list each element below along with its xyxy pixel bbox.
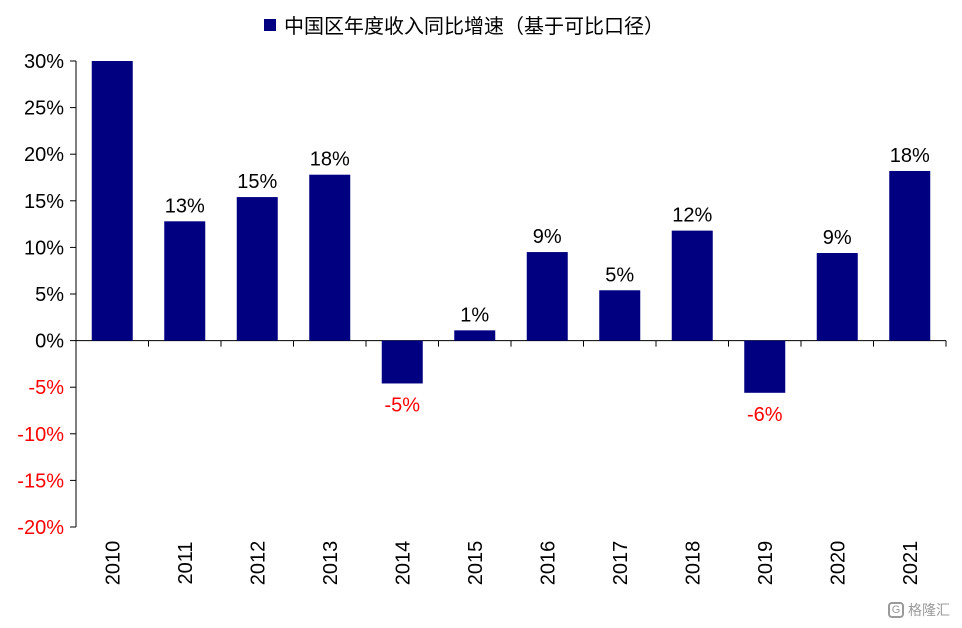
x-tick-label: 2010 bbox=[102, 541, 124, 586]
bar-2021 bbox=[889, 170, 931, 341]
bar-2015 bbox=[454, 330, 496, 341]
watermark: G 格隆汇 bbox=[888, 600, 950, 620]
y-tick-label: 0% bbox=[35, 331, 64, 353]
bar-2013 bbox=[309, 174, 351, 341]
y-tick-label: 20% bbox=[24, 144, 64, 166]
x-tick-label: 2018 bbox=[682, 541, 704, 586]
x-axis: 2010 2011 2012 2013 2014 2015 2016 2017 2018 2019… bbox=[75, 340, 947, 586]
x-tick-label: 2011 bbox=[175, 541, 197, 584]
watermark-text: 格隆汇 bbox=[908, 602, 950, 618]
data-label-2021: 18% bbox=[890, 145, 930, 167]
y-tick-label: 25% bbox=[24, 98, 64, 120]
x-tick-label: 2014 bbox=[392, 541, 414, 586]
bar-2016 bbox=[526, 252, 568, 341]
x-tick-label: 2019 bbox=[755, 541, 777, 586]
y-tick-label: -5% bbox=[28, 377, 64, 399]
x-tick-label: 2013 bbox=[320, 541, 342, 586]
data-label-2020: 9% bbox=[823, 227, 852, 249]
data-label-2015: 1% bbox=[460, 304, 489, 326]
watermark-logo: G bbox=[888, 602, 904, 618]
legend: 中国区年度收入同比增速（基于可比口径） bbox=[264, 10, 664, 39]
legend-label: 中国区年度收入同比增速（基于可比口径） bbox=[284, 16, 664, 38]
x-tick-label: 2016 bbox=[537, 541, 559, 586]
y-tick-label: -15% bbox=[17, 470, 64, 492]
data-label-2011: 13% bbox=[165, 195, 205, 217]
x-tick-label: 2021 bbox=[900, 541, 922, 586]
data-label-2017: 5% bbox=[605, 264, 634, 286]
data-label-2016: 9% bbox=[533, 226, 562, 248]
data-label-2012: 15% bbox=[237, 171, 277, 193]
bar-2019 bbox=[744, 340, 786, 393]
data-label-2018: 12% bbox=[672, 205, 712, 227]
data-label-2019: -6% bbox=[747, 404, 783, 426]
bar-2020 bbox=[816, 252, 858, 341]
y-tick-label: -20% bbox=[17, 517, 64, 539]
bar-2014 bbox=[381, 340, 423, 384]
y-tick-label: 15% bbox=[24, 191, 64, 213]
y-axis: 30% 25% 20% 15% 10% 5% 0% -5% -10% -15% -20% bbox=[17, 51, 77, 539]
data-label-2013: 18% bbox=[310, 149, 350, 171]
y-tick-label: 30% bbox=[24, 51, 64, 73]
bar-2018 bbox=[671, 230, 713, 341]
y-tick-label: 10% bbox=[24, 237, 64, 259]
data-labels: 13% 15% 18% -5% 1% 9% 5% 12% -6% 9% 18% bbox=[165, 145, 930, 426]
x-tick-label: 2017 bbox=[610, 541, 632, 586]
x-tick-label: 2012 bbox=[247, 541, 269, 586]
data-label-2014: -5% bbox=[384, 394, 420, 416]
x-tick-label: 2020 bbox=[827, 541, 849, 586]
y-tick-label: 5% bbox=[35, 284, 64, 306]
legend-swatch bbox=[264, 18, 276, 31]
y-tick-label: -10% bbox=[17, 424, 64, 446]
bar-2012 bbox=[236, 197, 278, 341]
bar-2017 bbox=[599, 290, 641, 341]
bar-2010 bbox=[91, 61, 133, 341]
bar-series bbox=[91, 61, 931, 393]
x-tick-label: 2015 bbox=[465, 541, 487, 586]
bar-2011 bbox=[164, 221, 206, 341]
